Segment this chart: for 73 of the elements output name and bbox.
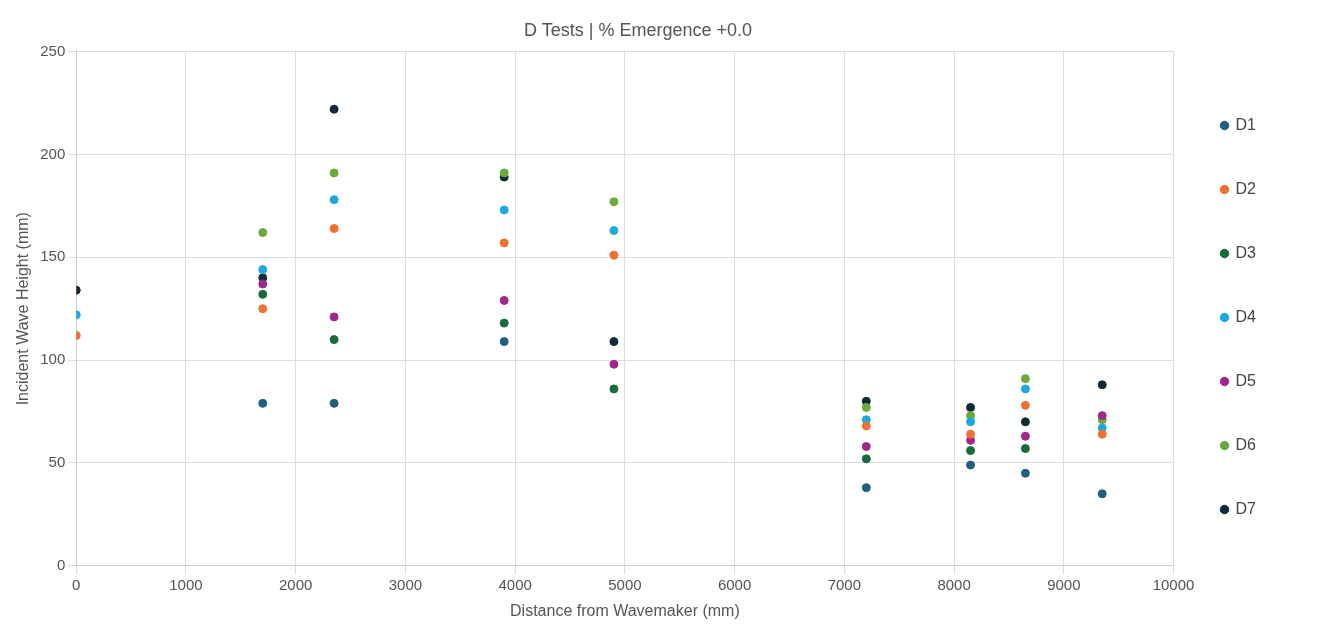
- point: [1097, 380, 1107, 390]
- point: [329, 104, 339, 114]
- point: [499, 205, 509, 215]
- point: [861, 454, 871, 464]
- point: [966, 429, 976, 439]
- point: [258, 289, 268, 299]
- y-tick-label: 50: [48, 453, 66, 471]
- point: [1020, 468, 1030, 478]
- point: [861, 483, 871, 493]
- point: [966, 446, 976, 456]
- point: [329, 223, 339, 233]
- point: [499, 168, 509, 178]
- point: [329, 195, 339, 205]
- point: [966, 417, 976, 427]
- point: [499, 238, 509, 248]
- point: [1020, 417, 1030, 427]
- point: [1020, 374, 1030, 384]
- x-tick-label: 6000: [717, 575, 752, 593]
- x-tick-label: 3000: [388, 575, 423, 593]
- x-tick-label: 7000: [827, 575, 862, 593]
- y-tick-label: 250: [40, 41, 66, 59]
- point: [258, 304, 268, 314]
- legend-label: D5: [1235, 371, 1257, 389]
- legend-label: D6: [1235, 435, 1257, 453]
- x-tick-label: 8000: [937, 575, 971, 593]
- point: [609, 197, 619, 207]
- x-axis-title: Distance from Wavemaker (mm): [510, 601, 740, 619]
- y-tick-label: 200: [40, 144, 66, 162]
- x-tick-label: 1000: [169, 575, 203, 593]
- x-tick-label: 5000: [608, 575, 642, 593]
- y-tick-label: 100: [40, 350, 66, 368]
- point: [609, 359, 619, 369]
- point: [258, 279, 268, 289]
- point: [609, 337, 619, 347]
- chart-title: D Tests | % Emergence +0.0: [524, 19, 752, 40]
- y-tick-label: 150: [40, 247, 66, 265]
- x-tick-label: 9000: [1047, 575, 1081, 593]
- point: [1020, 444, 1030, 454]
- y-tick-label: 0: [56, 555, 66, 573]
- point: [1097, 489, 1107, 499]
- point: [329, 335, 339, 345]
- point: [966, 460, 976, 470]
- point: [1020, 400, 1030, 410]
- point: [258, 228, 268, 238]
- y-axis-title: Incident Wave Height (mm): [14, 212, 32, 406]
- point: [609, 226, 619, 236]
- legend-label: D4: [1235, 307, 1257, 325]
- point: [609, 384, 619, 394]
- legend-label: D7: [1235, 499, 1257, 517]
- point: [609, 250, 619, 260]
- point: [861, 421, 871, 431]
- x-tick-label: 4000: [498, 575, 532, 593]
- point: [1020, 431, 1030, 441]
- point: [258, 398, 268, 408]
- legend-label: D3: [1235, 243, 1257, 261]
- x-tick-label: 2000: [279, 575, 313, 593]
- point: [329, 168, 339, 178]
- point: [966, 402, 976, 412]
- point: [861, 402, 871, 412]
- point: [1097, 411, 1107, 421]
- point: [861, 442, 871, 452]
- x-tick-label: 0: [72, 575, 81, 593]
- legend-label: D1: [1235, 115, 1257, 133]
- x-tick-label: 10000: [1152, 575, 1195, 593]
- point: [499, 337, 509, 347]
- point: [1097, 429, 1107, 439]
- point: [329, 312, 339, 322]
- legend-label: D2: [1235, 179, 1257, 197]
- point: [499, 295, 509, 305]
- point: [499, 318, 509, 328]
- point: [329, 398, 339, 408]
- point: [1020, 384, 1030, 394]
- point: [258, 265, 268, 275]
